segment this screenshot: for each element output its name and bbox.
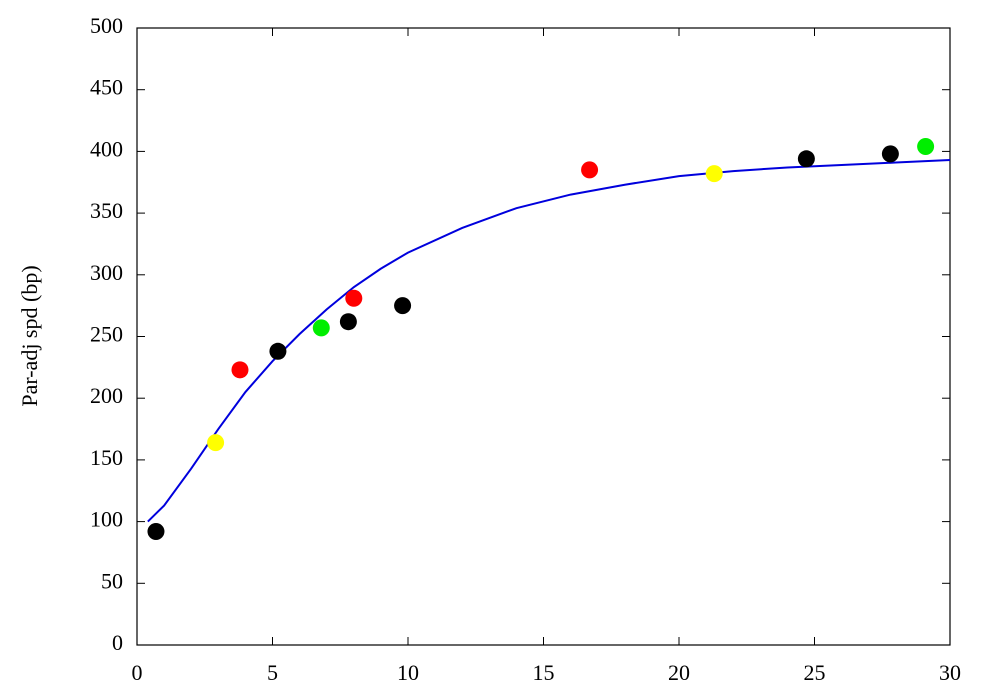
y-tick-label: 450: [90, 75, 123, 100]
point: [269, 342, 287, 360]
y-axis-label: Par-adj spd (bp): [17, 265, 42, 406]
point: [147, 522, 165, 540]
y-tick-label: 250: [90, 322, 123, 347]
y-tick-label: 400: [90, 136, 123, 161]
point: [705, 165, 723, 183]
x-tick-label: 5: [267, 660, 278, 685]
x-tick-label: 25: [804, 660, 826, 685]
y-tick-label: 300: [90, 260, 123, 285]
y-tick-label: 0: [112, 630, 123, 655]
point: [797, 150, 815, 168]
point: [581, 161, 599, 179]
point: [917, 137, 935, 155]
x-tick-label: 20: [668, 660, 690, 685]
y-tick-label: 100: [90, 507, 123, 532]
point: [339, 313, 357, 331]
point: [394, 297, 412, 315]
fit-curve: [147, 159, 951, 523]
point: [312, 319, 330, 337]
y-tick-label: 500: [90, 13, 123, 38]
y-tick-label: 200: [90, 383, 123, 408]
plot-frame: [136, 27, 951, 646]
point: [207, 434, 225, 452]
y-tick-label: 150: [90, 445, 123, 470]
x-tick-label: 30: [939, 660, 961, 685]
point: [345, 289, 363, 307]
point: [231, 361, 249, 379]
x-tick-label: 10: [397, 660, 419, 685]
x-tick-label: 15: [533, 660, 555, 685]
y-tick-label: 350: [90, 198, 123, 223]
y-tick-label: 50: [101, 568, 123, 593]
x-tick-label: 0: [132, 660, 143, 685]
point: [881, 145, 899, 163]
